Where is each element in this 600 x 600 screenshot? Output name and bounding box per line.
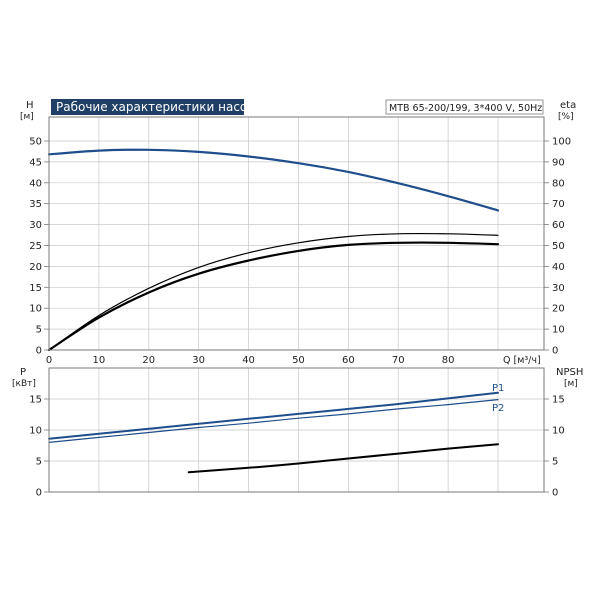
left-tick-label: 5 <box>36 325 42 336</box>
chart-title-box <box>51 99 244 115</box>
series-line-top-2 <box>47 241 500 352</box>
bottom-left-axis-unit: [кВт] <box>12 379 36 389</box>
bottom-panel-frame <box>48 367 545 493</box>
x-axis-label: Q [м³/ч] <box>503 355 541 366</box>
left-tick-label: 35 <box>29 199 42 210</box>
left-tick-label: 45 <box>29 157 42 168</box>
left-tick-label: 0 <box>36 488 42 499</box>
top-panel-frame <box>48 116 545 351</box>
right-tick-label: 90 <box>552 157 565 168</box>
series-line-top-0 <box>47 148 500 212</box>
bottom-right-axis-name: NPSH <box>556 367 583 378</box>
x-tick-label: 20 <box>142 355 155 366</box>
right-tick-label: 10 <box>552 426 565 437</box>
right-tick-label: 50 <box>552 241 565 252</box>
series-line-bottom-2 <box>187 443 499 474</box>
right-tick-label: 70 <box>552 199 565 210</box>
left-tick-label: 15 <box>29 283 42 294</box>
bottom-left-axis-name: P <box>20 367 26 378</box>
left-tick-label: 15 <box>29 395 42 406</box>
right-tick-label: 5 <box>552 457 558 468</box>
right-tick-label: 15 <box>552 395 565 406</box>
right-tick-label: 100 <box>552 137 571 148</box>
series-line-bottom-p1 <box>48 391 499 440</box>
top-right-axis-name: eta <box>560 100 576 111</box>
model-box <box>385 99 544 115</box>
right-tick-label: 10 <box>552 325 565 336</box>
right-tick-label: 80 <box>552 178 565 189</box>
x-tick-label: 40 <box>242 355 255 366</box>
left-tick-label: 25 <box>29 241 42 252</box>
x-tick-label: 30 <box>192 355 205 366</box>
left-tick-label: 10 <box>29 426 42 437</box>
chart-title: Рабочие характеристики насоса <box>56 100 261 114</box>
bottom-right-axis-unit: [м] <box>564 379 578 389</box>
x-tick-label: 70 <box>392 355 405 366</box>
series-line-bottom-p2 <box>48 399 499 443</box>
right-tick-label: 0 <box>552 488 558 499</box>
top-right-axis-unit: [%] <box>558 112 574 122</box>
left-tick-label: 5 <box>36 457 42 468</box>
left-tick-label: 30 <box>29 220 42 231</box>
x-tick-label: 10 <box>93 355 106 366</box>
left-tick-label: 10 <box>29 304 42 315</box>
top-left-axis-unit: [м] <box>20 112 34 122</box>
left-tick-label: 0 <box>36 346 42 357</box>
x-tick-label: 0 <box>46 355 52 366</box>
top-left-axis-name: H <box>26 100 34 111</box>
right-tick-label: 0 <box>552 346 558 357</box>
x-tick-label: 50 <box>292 355 305 366</box>
x-tick-label: 80 <box>442 355 455 366</box>
left-tick-label: 20 <box>29 262 42 273</box>
left-tick-label: 50 <box>29 137 42 148</box>
series-line-top-1 <box>48 232 499 351</box>
model-label: MTB 65-200/199, 3*400 V, 50Hz <box>389 103 542 114</box>
x-tick-label: 60 <box>342 355 355 366</box>
right-tick-label: 30 <box>552 283 565 294</box>
right-tick-label: 40 <box>552 262 565 273</box>
left-tick-label: 40 <box>29 178 42 189</box>
right-tick-label: 20 <box>552 304 565 315</box>
right-tick-label: 60 <box>552 220 565 231</box>
